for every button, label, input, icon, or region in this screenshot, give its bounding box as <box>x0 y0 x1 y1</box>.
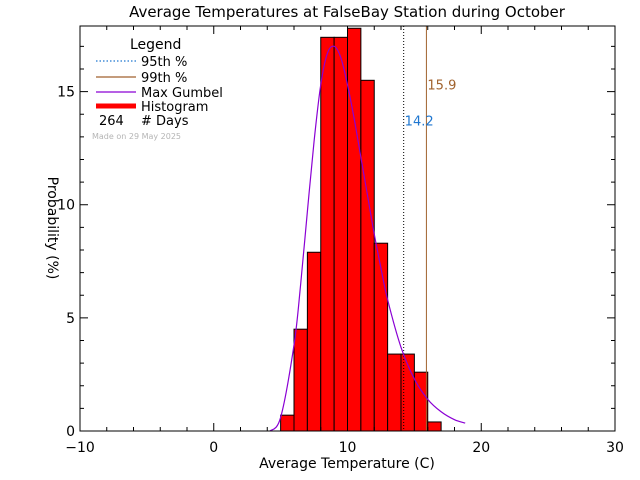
histogram-bar <box>373 242 389 432</box>
histogram-bars <box>280 27 442 432</box>
x-tick-label: −10 <box>65 440 95 456</box>
y-tick-label: 10 <box>57 198 75 214</box>
legend-label-p95: 95th % <box>141 55 187 70</box>
legend: Legend 95th % 99th % Max Gumbel Histogra… <box>92 37 223 141</box>
x-tick-label: 30 <box>606 440 624 456</box>
x-axis-ticks: −10 0 10 20 30 <box>65 26 624 456</box>
histogram-bar <box>360 79 375 432</box>
y-axis-label: Probability (%) <box>44 177 60 280</box>
legend-days-count: 264 <box>99 114 124 129</box>
y-tick-label: 15 <box>57 85 75 101</box>
histogram-bar <box>333 36 348 432</box>
x-tick-label: 10 <box>339 440 357 456</box>
y-axis-ticks: 0 5 10 15 <box>57 45 615 440</box>
legend-label-histogram: Histogram <box>141 100 208 115</box>
legend-title: Legend <box>130 37 181 53</box>
histogram-bar <box>293 328 308 432</box>
histogram-bar <box>320 36 335 432</box>
histogram-bar <box>387 353 402 432</box>
histogram-bar <box>306 251 322 432</box>
histogram-bar <box>280 414 295 432</box>
x-tick-label: 20 <box>472 440 490 456</box>
chart-title: Average Temperatures at FalseBay Station… <box>129 3 566 21</box>
percentile-lines <box>403 26 427 431</box>
y-tick-label: 0 <box>66 424 75 440</box>
histogram-bar <box>413 371 429 432</box>
y-tick-label: 5 <box>66 311 75 327</box>
legend-label-p99: 99th % <box>141 71 187 86</box>
histogram-bar <box>347 27 362 432</box>
gumbel-curve <box>269 45 466 432</box>
legend-label-gumbel: Max Gumbel <box>141 86 223 101</box>
x-tick-label: 0 <box>209 440 218 456</box>
made-on-note: Made on 29 May 2025 <box>92 132 181 141</box>
histogram-bar <box>427 421 442 432</box>
x-axis-label: Average Temperature (C) <box>259 456 435 472</box>
p99-value-label: 15.9 <box>427 78 456 93</box>
p95-value-label: 14.2 <box>405 115 434 130</box>
legend-days-label: # Days <box>141 114 189 129</box>
